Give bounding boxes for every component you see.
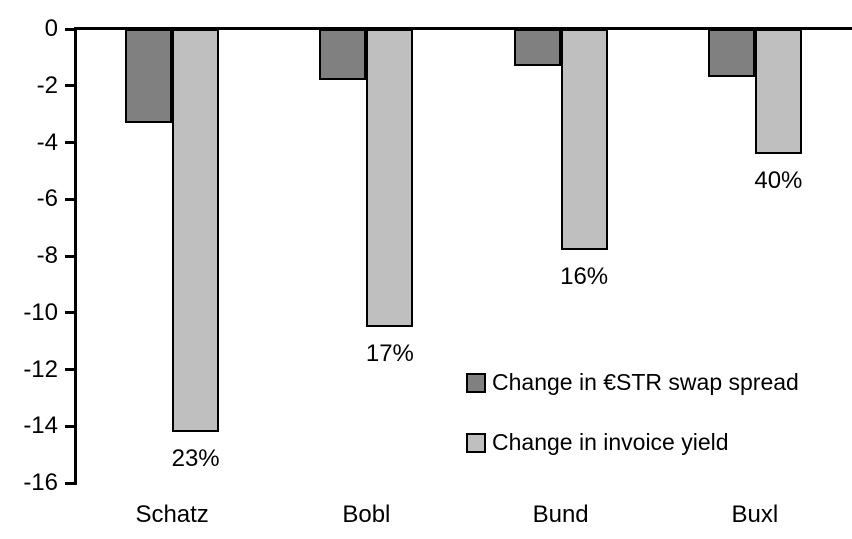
bar-schatz-series-1 bbox=[172, 29, 220, 432]
y-axis-tick-label: -2 bbox=[36, 71, 58, 99]
x-axis-category-label: Buxl bbox=[731, 501, 779, 528]
y-axis-tick-mark bbox=[65, 254, 75, 258]
x-axis-category-label: Schatz bbox=[135, 501, 209, 528]
y-axis-tick-label: -12 bbox=[23, 355, 58, 383]
y-axis-tick-mark bbox=[65, 27, 75, 31]
y-axis-tick-mark bbox=[65, 197, 75, 201]
legend-swatch-invoice-yield bbox=[466, 432, 486, 453]
y-axis-tick-mark bbox=[65, 311, 75, 315]
bar-schatz-series-0 bbox=[125, 29, 173, 123]
legend: Change in €STR swap spread Change in inv… bbox=[466, 369, 799, 456]
y-axis-tick-label: -16 bbox=[23, 469, 58, 496]
y-axis-tick-mark bbox=[65, 424, 75, 428]
bar-value-label: 17% bbox=[365, 339, 414, 367]
y-axis-tick-mark bbox=[65, 141, 75, 144]
y-axis-tick-label: -14 bbox=[23, 412, 58, 440]
x-axis-category-label: Bobl bbox=[342, 501, 391, 528]
y-axis-tick-label: 0 bbox=[44, 15, 58, 42]
bar-value-label: 23% bbox=[171, 444, 220, 472]
legend-item-invoice-yield: Change in invoice yield bbox=[466, 429, 799, 456]
y-axis-line bbox=[74, 27, 77, 485]
y-axis-tick-label: -6 bbox=[36, 185, 58, 213]
zero-baseline bbox=[74, 27, 852, 30]
bar-bobl-series-1 bbox=[366, 29, 414, 327]
legend-swatch-swap-spread bbox=[466, 372, 486, 393]
legend-item-swap-spread: Change in €STR swap spread bbox=[466, 369, 799, 396]
bar-bund-series-1 bbox=[560, 29, 608, 251]
bar-buxl-series-1 bbox=[754, 29, 802, 154]
bar-bobl-series-0 bbox=[319, 29, 367, 81]
x-axis-category-label: Bund bbox=[532, 501, 589, 528]
y-axis-tick-mark bbox=[65, 481, 75, 485]
y-axis-tick-label: -10 bbox=[23, 298, 58, 326]
y-axis-tick-mark bbox=[65, 84, 75, 88]
y-axis-tick-label: -8 bbox=[36, 242, 58, 269]
bar-value-label: 16% bbox=[560, 263, 609, 291]
legend-label-invoice-yield: Change in invoice yield bbox=[492, 429, 729, 455]
legend-label-swap-spread: Change in €STR swap spread bbox=[492, 369, 799, 395]
y-axis-tick-mark bbox=[65, 368, 75, 371]
bar-value-label: 40% bbox=[754, 166, 803, 194]
bar-buxl-series-0 bbox=[707, 29, 755, 78]
bar-bund-series-0 bbox=[513, 29, 561, 66]
y-axis-tick-label: -4 bbox=[36, 128, 58, 156]
